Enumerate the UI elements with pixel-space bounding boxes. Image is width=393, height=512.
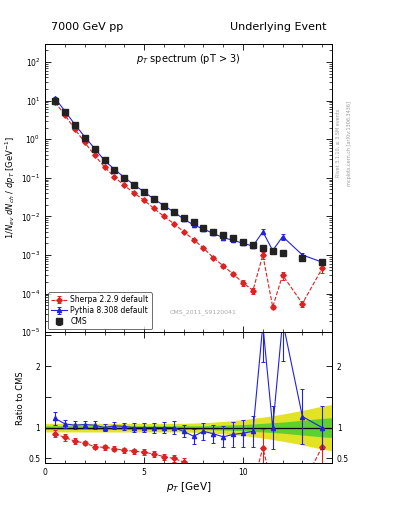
Text: mcplots.cern.ch [arXiv:1306.3436]: mcplots.cern.ch [arXiv:1306.3436] xyxy=(347,101,352,186)
Y-axis label: $1/N_{ev}\ dN_{ch}\ /\ dp_{T}\ [\mathrm{GeV}^{-1}]$: $1/N_{ev}\ dN_{ch}\ /\ dp_{T}\ [\mathrm{… xyxy=(4,136,18,239)
Y-axis label: Ratio to CMS: Ratio to CMS xyxy=(17,371,26,424)
Text: $p_{T}$ spectrum (pT > 3): $p_{T}$ spectrum (pT > 3) xyxy=(136,52,241,66)
Text: CMS_2011_S9120041: CMS_2011_S9120041 xyxy=(169,309,237,315)
Text: Rivet 3.1.10, ≥ 3.5M events: Rivet 3.1.10, ≥ 3.5M events xyxy=(336,109,341,178)
Legend: Sherpa 2.2.9 default, Pythia 8.308 default, CMS: Sherpa 2.2.9 default, Pythia 8.308 defau… xyxy=(48,292,152,329)
X-axis label: $p_{T}$ [GeV]: $p_{T}$ [GeV] xyxy=(166,480,211,494)
Text: 7000 GeV pp: 7000 GeV pp xyxy=(51,22,123,32)
Text: Underlying Event: Underlying Event xyxy=(230,22,326,32)
